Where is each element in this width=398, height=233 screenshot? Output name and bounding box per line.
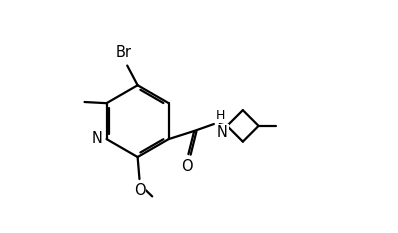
Text: N: N <box>92 131 102 146</box>
Text: H: H <box>216 109 225 122</box>
Text: Br: Br <box>116 45 132 60</box>
Text: O: O <box>181 159 193 174</box>
Text: N: N <box>217 125 228 140</box>
Text: O: O <box>134 183 145 198</box>
